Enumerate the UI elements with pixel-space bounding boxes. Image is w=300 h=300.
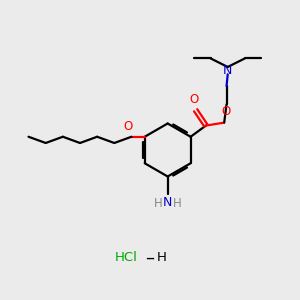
- Text: O: O: [222, 106, 231, 118]
- Text: O: O: [123, 120, 133, 133]
- Text: H: H: [173, 196, 182, 209]
- Text: N: N: [163, 196, 172, 209]
- Text: H: H: [154, 196, 163, 209]
- Text: N: N: [223, 64, 232, 77]
- Text: O: O: [190, 93, 199, 106]
- Text: HCl: HCl: [115, 251, 138, 264]
- Text: H: H: [157, 251, 167, 264]
- Text: –: –: [146, 248, 154, 266]
